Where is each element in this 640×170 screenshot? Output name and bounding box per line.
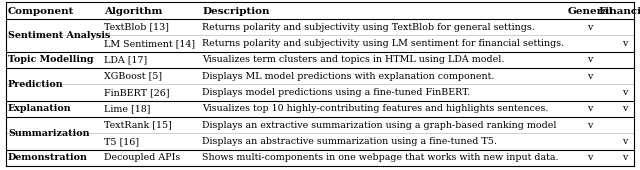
Text: General: General [567, 7, 613, 16]
Text: v: v [622, 153, 628, 162]
Text: Displays ML model predictions with explanation component.: Displays ML model predictions with expla… [202, 72, 494, 81]
Text: v: v [588, 55, 593, 64]
Text: Returns polarity and subjectivity using TextBlob for general settings.: Returns polarity and subjectivity using … [202, 23, 535, 32]
Text: v: v [588, 121, 593, 130]
Text: Prediction: Prediction [8, 80, 63, 89]
Text: Shows multi-components in one webpage that works with new input data.: Shows multi-components in one webpage th… [202, 153, 559, 162]
Text: Summarization: Summarization [8, 129, 90, 138]
Text: LDA [17]: LDA [17] [104, 55, 147, 64]
Text: Topic Modelling: Topic Modelling [8, 55, 93, 64]
Text: Decoupled APIs: Decoupled APIs [104, 153, 180, 162]
Text: Returns polarity and subjectivity using LM sentiment for financial settings.: Returns polarity and subjectivity using … [202, 39, 564, 48]
Text: TextBlob [13]: TextBlob [13] [104, 23, 169, 32]
Text: XGBoost [5]: XGBoost [5] [104, 72, 162, 81]
Text: v: v [588, 104, 593, 113]
Text: v: v [622, 137, 628, 146]
Text: Lime [18]: Lime [18] [104, 104, 150, 113]
Text: Displays an extractive summarization using a graph-based ranking model: Displays an extractive summarization usi… [202, 121, 557, 130]
Text: FinBERT [26]: FinBERT [26] [104, 88, 170, 97]
Text: Visualizes term clusters and topics in HTML using LDA model.: Visualizes term clusters and topics in H… [202, 55, 504, 64]
Text: v: v [588, 23, 593, 32]
Text: Displays model predictions using a fine-tuned FinBERT.: Displays model predictions using a fine-… [202, 88, 470, 97]
Text: v: v [622, 104, 628, 113]
Text: TextRank [15]: TextRank [15] [104, 121, 172, 130]
Text: Explanation: Explanation [8, 104, 72, 113]
Text: Demonstration: Demonstration [8, 153, 88, 162]
Text: Component: Component [8, 7, 74, 16]
Text: LM Sentiment [14]: LM Sentiment [14] [104, 39, 195, 48]
Text: Financial: Financial [598, 7, 640, 16]
Text: T5 [16]: T5 [16] [104, 137, 139, 146]
Text: Sentiment Analysis: Sentiment Analysis [8, 31, 110, 40]
Text: Visualizes top 10 highly-contributing features and highlights sentences.: Visualizes top 10 highly-contributing fe… [202, 104, 548, 113]
Text: v: v [588, 153, 593, 162]
Text: v: v [622, 88, 628, 97]
Text: v: v [622, 39, 628, 48]
Text: Displays an abstractive summarization using a fine-tuned T5.: Displays an abstractive summarization us… [202, 137, 497, 146]
Text: Algorithm: Algorithm [104, 7, 163, 16]
Text: v: v [588, 72, 593, 81]
Text: Description: Description [202, 7, 269, 16]
